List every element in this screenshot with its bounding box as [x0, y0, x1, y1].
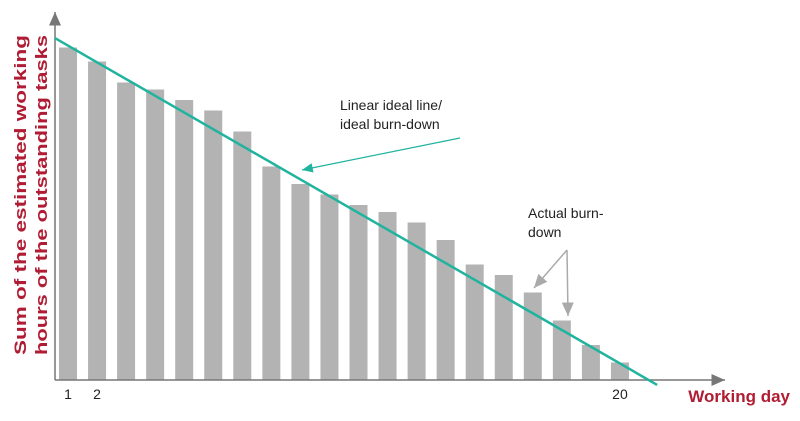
x-axis-label: Working day: [688, 387, 790, 406]
bar: [88, 61, 107, 380]
bar: [407, 222, 426, 380]
x-tick-label: 2: [93, 386, 101, 402]
bar: [262, 166, 281, 380]
bar: [378, 212, 397, 380]
x-tick-label: 20: [612, 386, 628, 402]
bar: [59, 47, 77, 380]
bar: [494, 275, 513, 380]
bar: [349, 205, 368, 380]
bar: [320, 194, 339, 380]
bar: [204, 110, 223, 380]
bar: [523, 292, 542, 380]
y-axis-label: hours of the outstanding tasks: [32, 35, 51, 355]
bar: [233, 131, 252, 380]
bars: [59, 47, 629, 380]
x-tick-label: 1: [64, 386, 72, 402]
bar: [175, 100, 194, 380]
bar: [465, 264, 484, 380]
bar: [552, 320, 571, 380]
bar: [291, 184, 310, 380]
y-axis-label: Sum of the estimated working: [11, 35, 30, 355]
bar: [117, 82, 136, 380]
bar: [610, 362, 629, 380]
annotation: Linear ideal line/: [340, 97, 442, 113]
annotation-arrow: [533, 249, 568, 289]
annotation: ideal burn-down: [340, 116, 440, 132]
annotation-arrow: [301, 137, 461, 173]
bar: [581, 345, 600, 380]
annotation: Actual burn-: [528, 205, 604, 221]
annotation-arrow: [561, 249, 574, 317]
annotation: down: [528, 224, 561, 240]
ideal-line: [54, 36, 658, 386]
bar: [146, 89, 165, 380]
bar: [436, 240, 455, 380]
